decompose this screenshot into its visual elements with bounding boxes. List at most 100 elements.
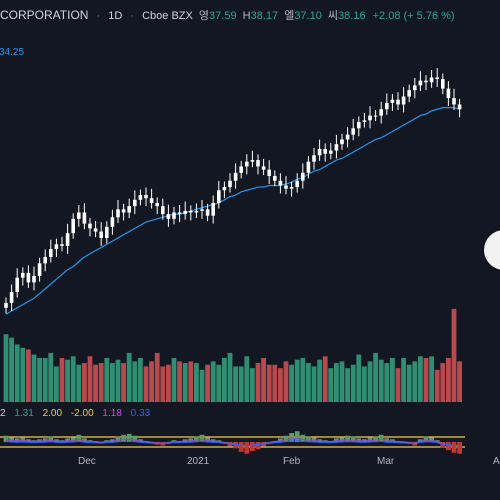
x-tick-dec: Dec (78, 456, 96, 467)
oscillator-bar (423, 436, 429, 442)
x-tick-apr: A (493, 456, 500, 467)
candle-body (261, 166, 266, 170)
candle-body (166, 214, 171, 219)
moving-average-value[interactable]: 34.25 (0, 47, 25, 58)
oscillator-bar (250, 442, 255, 451)
volume-bar (82, 363, 87, 402)
volume-bar (154, 352, 160, 402)
candle-body (127, 206, 131, 213)
volume-bar (110, 363, 115, 402)
oscillator-bar (367, 437, 373, 442)
candle-body (396, 99, 400, 105)
oscillator-bar (126, 433, 132, 442)
volume-bar (9, 337, 14, 402)
volume-bar (76, 364, 82, 402)
candle-body (144, 195, 148, 199)
volume-bar (171, 357, 177, 402)
volume-bar (42, 357, 48, 402)
close-label: 씨 (327, 10, 339, 22)
volume-bar (87, 356, 93, 402)
candle-body (49, 249, 53, 257)
candle-body (390, 99, 395, 103)
volume-bar (350, 364, 356, 402)
volume-bar (429, 356, 434, 402)
volume-bar (166, 364, 171, 402)
volume-bar (194, 363, 199, 402)
candle-body (284, 185, 288, 189)
volume-bar (121, 363, 126, 402)
volume-bar (311, 366, 317, 402)
volume-bar (255, 363, 261, 402)
volume-bar (356, 354, 362, 402)
candle-body (323, 148, 327, 154)
x-tick-mar: Mar (377, 456, 395, 467)
indicator-legend[interactable]: 2 1.31 2.00 -2.00 1.18 0.33 (0, 408, 156, 419)
oscillator-bar (283, 435, 289, 442)
volume-bar (227, 352, 233, 402)
oscillator-bar (115, 436, 121, 442)
candle-body (26, 272, 31, 283)
volume-bar (143, 366, 149, 402)
x-tick-2021: 2021 (187, 456, 210, 467)
oscillator-bar (373, 436, 378, 442)
moving-average-layer (5, 107, 460, 315)
candle-body (15, 277, 19, 292)
volume-bar (93, 364, 98, 402)
scroll-to-realtime-button[interactable] (484, 230, 500, 270)
candle-body (340, 139, 344, 145)
volume-bar (31, 354, 37, 402)
candle-body (301, 172, 305, 181)
price-chart-canvas[interactable] (0, 0, 465, 500)
volume-bar (37, 357, 42, 402)
volume-bar (126, 352, 132, 402)
candle-body (267, 169, 271, 176)
volume-bar (238, 366, 244, 402)
volume-bar (434, 369, 440, 402)
volume-bar (216, 364, 222, 402)
oscillator-bar (451, 442, 457, 453)
volume-bar (390, 357, 395, 402)
volume-bar (373, 352, 378, 402)
symbol-name[interactable]: CORPORATION (0, 8, 89, 22)
indicator-value-6: 0.33 (130, 408, 151, 419)
volume-bar (160, 366, 166, 402)
oscillator-bar (233, 442, 238, 449)
volume-bar (222, 357, 227, 402)
volume-bar (345, 368, 350, 402)
candle-body (379, 109, 383, 116)
volume-bar (446, 357, 451, 402)
volume-bar (210, 361, 216, 402)
candle-body (172, 212, 176, 219)
candle-body (424, 80, 428, 83)
candle-body (54, 244, 59, 250)
candle-body (306, 161, 311, 173)
candle-body (413, 85, 417, 91)
candle-body (9, 291, 14, 304)
volume-bar (149, 361, 154, 402)
candle-body (233, 172, 238, 181)
volume-bar (244, 356, 250, 402)
indicator-value-4: -2.00 (70, 408, 94, 419)
volume-bar (423, 357, 429, 402)
oscillator-bar (311, 437, 317, 442)
volume-bar (65, 359, 70, 402)
low-label: 엘 (284, 10, 295, 22)
volume-bar (289, 364, 294, 402)
candle-body (228, 180, 232, 188)
interval-label[interactable]: 1D (108, 10, 123, 22)
candle-body (121, 209, 126, 213)
volume-bar (199, 369, 205, 402)
volume-bars (3, 308, 462, 402)
volume-bar (272, 364, 278, 402)
volume-bar (328, 368, 334, 402)
volume-bar (59, 357, 65, 402)
candle-body (452, 98, 456, 105)
oscillator-bar (244, 442, 250, 454)
volume-bar (395, 368, 401, 402)
volume-bar (440, 363, 446, 402)
candle-body (71, 218, 75, 234)
oscillator-bar (289, 433, 294, 442)
volume-bar (294, 359, 300, 402)
candle-body (239, 166, 243, 173)
oscillator-bar (70, 437, 76, 442)
